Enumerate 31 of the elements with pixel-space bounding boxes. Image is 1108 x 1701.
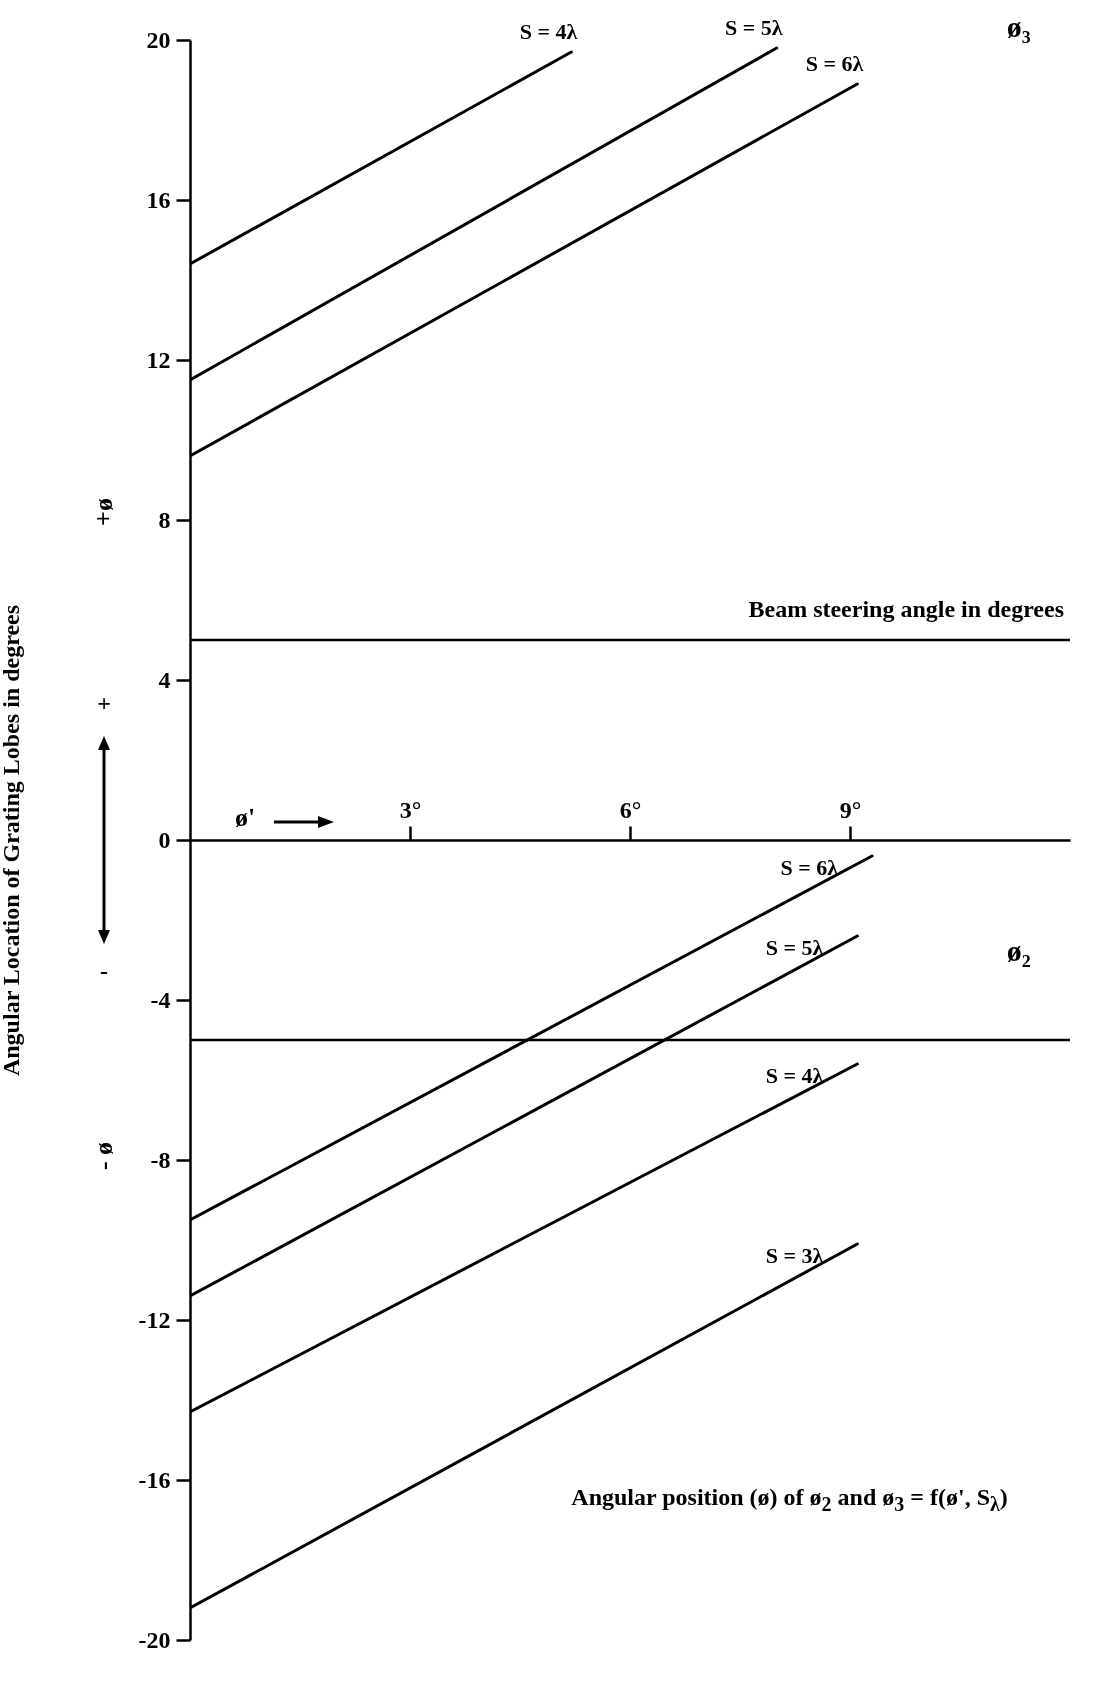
y-tick-label: 4: [158, 666, 171, 693]
x-tick-label: 6°: [619, 796, 642, 823]
y-tick-label: -12: [138, 1306, 171, 1333]
text: - ø: [89, 1141, 118, 1171]
series-label: S = 6λ: [805, 51, 864, 76]
annotation: ø₃: [1006, 10, 1031, 43]
y-tick-label: -20: [138, 1626, 171, 1653]
annotation: ø₂: [1006, 934, 1031, 967]
y-tick-label: 20: [146, 26, 171, 53]
text: +: [97, 690, 111, 716]
series-label: S = 4λ: [519, 19, 578, 44]
y-tick-label: 0: [158, 826, 171, 853]
y-tick-label: 16: [146, 186, 171, 213]
y-axis-title: Angular Location of Grating Lobes in degrees: [0, 604, 24, 1077]
series-label: S = 5λ: [765, 935, 824, 960]
text: +ø: [89, 498, 118, 526]
y-tick-label: -16: [138, 1466, 171, 1493]
legend-label: S = 6λ: [780, 855, 839, 880]
y-tick-label: 12: [146, 346, 171, 373]
x-tick-label: 3°: [399, 796, 422, 823]
annotation: ø': [234, 803, 256, 832]
y-tick-label: -8: [150, 1146, 171, 1173]
series-label: S = 3λ: [765, 1243, 824, 1268]
text: -: [100, 958, 108, 984]
x-tick-label: 9°: [839, 796, 862, 823]
annotation: Angular position (ø) of ø$_{2}$ and ø$_{3}$ = f(ø', S$_{λ}$): [571, 1484, 1008, 1516]
y-tick-label: 8: [158, 506, 171, 533]
series-label: S = 4λ: [765, 1063, 824, 1088]
y-tick-label: -4: [150, 986, 171, 1013]
series-label: S = 5λ: [725, 15, 783, 40]
ref-line-label: Beam steering angle in degrees: [748, 596, 1064, 622]
